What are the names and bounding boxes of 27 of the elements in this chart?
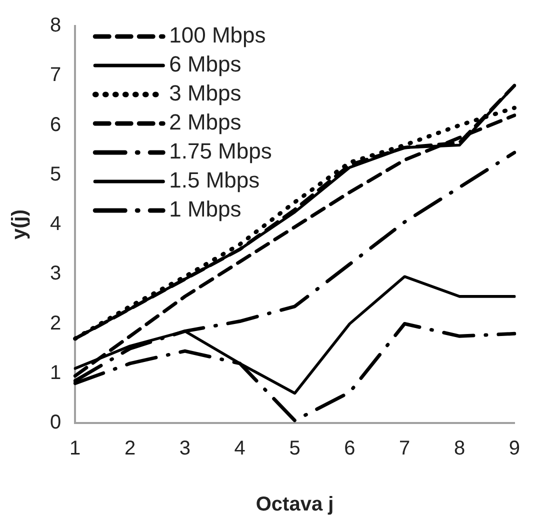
y-tick-label: 5: [50, 163, 62, 186]
legend-label: 1.75 Mbps: [169, 138, 272, 164]
legend-label: 1 Mbps: [169, 196, 242, 222]
y-tick-label: 0: [50, 412, 62, 434]
legend-label: 3 Mbps: [169, 80, 242, 106]
y-tick-label: 3: [50, 262, 62, 285]
x-tick-label: 9: [508, 438, 520, 460]
y-tick-label: 8: [50, 14, 62, 37]
legend-label: 1.5 Mbps: [169, 168, 260, 193]
legend-label: 100 Mbps: [169, 22, 266, 48]
x-tick-label: 8: [454, 438, 466, 460]
y-tick-label: 4: [50, 213, 62, 236]
y-tick-label: 7: [50, 64, 62, 86]
y-tick-label: 6: [50, 114, 62, 136]
x-tick-label: 3: [179, 438, 191, 460]
x-tick-label: 2: [124, 438, 136, 460]
x-tick-label: 6: [344, 438, 356, 460]
y-axis-title: y(j): [8, 210, 31, 240]
legend-label: 6 Mbps: [169, 52, 242, 77]
x-axis-title: Octava j: [256, 494, 334, 516]
x-tick-label: 4: [234, 438, 246, 460]
y-tick-label: 2: [50, 312, 62, 334]
y-tick-label: 1: [50, 362, 62, 384]
x-tick-label: 1: [70, 438, 81, 460]
legend-label: 2 Mbps: [169, 110, 242, 135]
x-tick-label: 5: [289, 438, 300, 460]
x-tick-label: 7: [399, 438, 410, 460]
